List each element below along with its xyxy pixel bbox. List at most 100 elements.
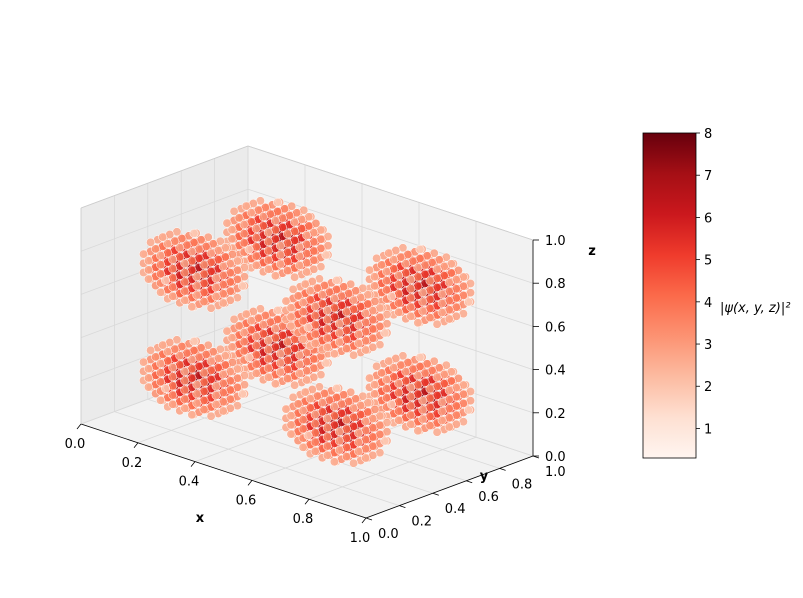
data-point bbox=[425, 421, 435, 431]
data-point bbox=[290, 272, 300, 282]
data-point bbox=[322, 306, 332, 315]
data-point bbox=[187, 302, 197, 312]
x-axis-title: x bbox=[196, 511, 205, 526]
data-point bbox=[365, 265, 374, 275]
data-point bbox=[146, 237, 156, 247]
data-point bbox=[283, 337, 292, 347]
colorbar-tick-label: 8 bbox=[704, 127, 712, 142]
data-point bbox=[370, 389, 379, 399]
data-point bbox=[380, 328, 390, 338]
data-point bbox=[192, 389, 202, 399]
data-point bbox=[425, 313, 435, 323]
data-point bbox=[206, 248, 216, 258]
data-point bbox=[222, 326, 232, 336]
data-point bbox=[180, 394, 190, 404]
colorbar-label: |ψ(x, y, z)|² bbox=[720, 301, 790, 316]
data-point bbox=[251, 368, 261, 378]
data-point bbox=[384, 248, 394, 258]
data-point bbox=[168, 255, 178, 264]
z-tick-label: 0.0 bbox=[545, 450, 566, 465]
y-tick-label: 1.0 bbox=[545, 465, 566, 480]
data-point bbox=[365, 373, 374, 383]
colorbar-ticks: 1 2 3 4 5 6 7 8 bbox=[696, 127, 712, 437]
y-tick-label: 0.0 bbox=[378, 527, 399, 542]
data-point bbox=[406, 419, 416, 429]
data-point bbox=[251, 341, 261, 351]
data-point bbox=[206, 411, 216, 421]
data-point bbox=[394, 388, 404, 398]
grid-line bbox=[114, 411, 400, 506]
data-point bbox=[413, 263, 423, 273]
data-point bbox=[156, 359, 166, 368]
y-tick bbox=[399, 505, 406, 508]
data-point bbox=[168, 399, 178, 409]
data-point bbox=[211, 273, 221, 283]
data-point bbox=[300, 387, 310, 397]
data-point bbox=[246, 208, 256, 218]
data-point bbox=[334, 445, 344, 455]
data-point bbox=[377, 368, 387, 378]
axis-ticks: 0.00.20.40.60.81.0 0.00.20.40.60.81.00.00… bbox=[65, 234, 566, 546]
data-point bbox=[394, 271, 404, 280]
data-point bbox=[394, 379, 404, 388]
z-tick-label: 0.8 bbox=[545, 277, 566, 292]
data-point bbox=[206, 356, 216, 366]
data-point bbox=[222, 218, 232, 228]
data-point bbox=[199, 260, 209, 270]
data-point bbox=[406, 302, 416, 312]
data-point bbox=[156, 269, 166, 279]
data-point bbox=[168, 291, 178, 301]
data-point bbox=[394, 415, 404, 425]
x-tick-label: 1.0 bbox=[350, 531, 371, 546]
y-axis-title: y bbox=[480, 469, 489, 484]
data-point bbox=[415, 244, 425, 254]
data-point bbox=[322, 315, 332, 325]
data-point bbox=[244, 245, 254, 254]
data-point bbox=[389, 255, 399, 265]
data-point bbox=[406, 401, 416, 411]
data-point bbox=[251, 224, 261, 233]
y-tick bbox=[432, 492, 439, 496]
data-point bbox=[329, 402, 339, 412]
data-point bbox=[384, 356, 394, 366]
data-point bbox=[437, 289, 447, 299]
data-point bbox=[332, 383, 341, 393]
data-point bbox=[180, 385, 190, 395]
data-point bbox=[258, 212, 268, 222]
data-point bbox=[199, 297, 209, 307]
data-point bbox=[322, 441, 332, 451]
z-tick-label: 0.6 bbox=[545, 320, 566, 335]
data-point bbox=[144, 256, 153, 266]
data-point bbox=[295, 251, 305, 261]
pane-edge bbox=[80, 145, 249, 209]
z-tick-label: 1.0 bbox=[545, 234, 566, 249]
grid-line bbox=[80, 188, 249, 252]
data-point bbox=[418, 396, 428, 406]
data-point bbox=[199, 368, 209, 378]
data-point bbox=[354, 437, 364, 447]
data-point bbox=[238, 281, 247, 291]
data-point bbox=[211, 282, 221, 292]
data-point bbox=[218, 369, 228, 379]
data-point bbox=[310, 338, 320, 348]
data-point bbox=[310, 302, 320, 311]
data-point bbox=[270, 216, 280, 226]
data-point bbox=[413, 318, 423, 328]
data-point bbox=[382, 393, 392, 403]
y-axis-line bbox=[365, 455, 534, 519]
data-point bbox=[334, 328, 344, 338]
data-point bbox=[251, 260, 261, 270]
x-tick bbox=[133, 442, 139, 449]
data-point bbox=[180, 286, 190, 296]
data-point bbox=[263, 237, 273, 247]
data-point bbox=[382, 276, 392, 286]
y-tick-label: 0.2 bbox=[411, 515, 432, 530]
data-point bbox=[161, 384, 171, 393]
data-point bbox=[241, 201, 251, 211]
data-point bbox=[211, 399, 221, 409]
colorbar-tick-label: 4 bbox=[704, 296, 712, 311]
data-point bbox=[418, 306, 428, 316]
data-point bbox=[234, 213, 244, 223]
data-point bbox=[418, 405, 428, 415]
